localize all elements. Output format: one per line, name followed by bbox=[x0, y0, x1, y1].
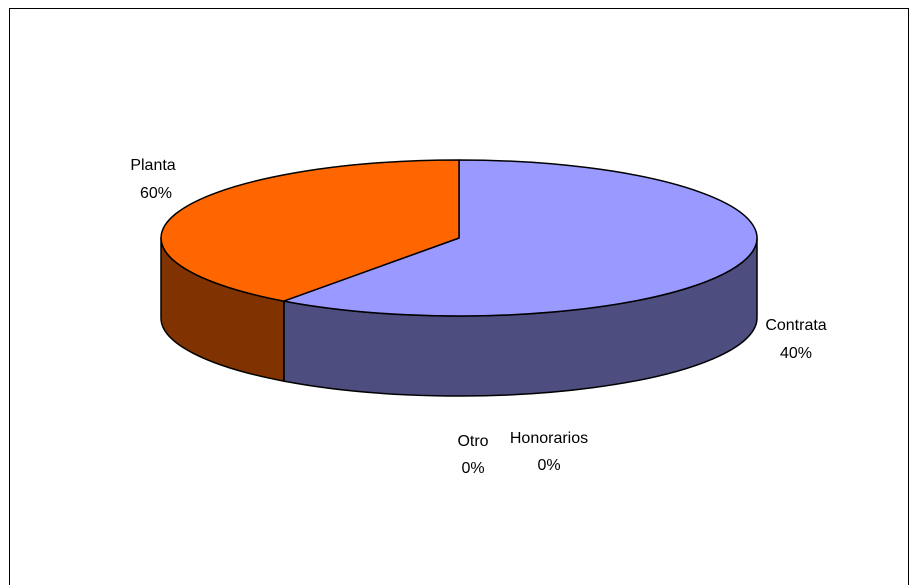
label-otro-percent: 0% bbox=[461, 460, 484, 477]
label-otro-name: Otro bbox=[457, 433, 488, 450]
label-honorarios-name: Honorarios bbox=[510, 430, 588, 447]
label-planta-percent: 60% bbox=[140, 185, 172, 202]
pie-tops bbox=[160, 159, 758, 317]
label-honorarios-percent: 0% bbox=[537, 457, 560, 474]
label-contrata-name: Contrata bbox=[765, 317, 826, 334]
pie-slice-planta bbox=[283, 159, 758, 317]
label-planta-name: Planta bbox=[130, 157, 175, 174]
label-contrata-percent: 40% bbox=[780, 345, 812, 362]
pie-slice-contrata bbox=[160, 159, 460, 302]
